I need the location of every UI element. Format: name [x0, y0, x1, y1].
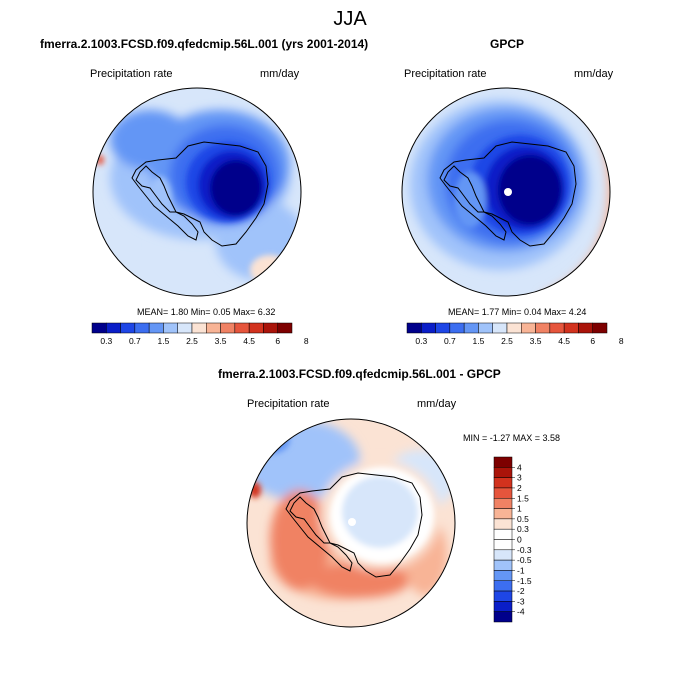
diff-colorbar-box	[493, 518, 513, 530]
diff-colorbar-tick-label: -0.3	[517, 545, 532, 555]
diff-stats: MIN = -1.27 MAX = 3.58	[463, 433, 561, 443]
diff-colorbar-tick-label: -3	[517, 596, 525, 606]
diff-colorbar-tick-label: -1	[517, 565, 525, 575]
model-colorbar-box	[134, 322, 150, 334]
model-colorbar-tick-label: 2.5	[186, 336, 198, 346]
diff-colorbar-tick-label: -4	[517, 607, 525, 617]
diff-colorbar-box	[493, 611, 513, 623]
model-colorbar-box	[206, 322, 221, 334]
obs-colorbar-tick-label: 6	[590, 336, 595, 346]
figure-title: JJA	[333, 8, 367, 30]
obs-colorbar-tick-label: 8	[619, 336, 624, 346]
diff-colorbar-box	[493, 467, 513, 478]
model-colorbar-box	[120, 322, 136, 334]
obs-stats: MEAN= 1.77 Min= 0.04 Max= 4.24	[448, 307, 587, 317]
diff-colorbar-box	[493, 498, 513, 509]
model-colorbar-box	[277, 322, 293, 334]
diff-colorbar-tick-label: 0.5	[517, 514, 529, 524]
obs-colorbar-box	[449, 322, 465, 334]
obs-colorbar-box	[563, 322, 579, 334]
model-colorbar-tick-label: 8	[304, 336, 309, 346]
model-stats: MEAN= 1.80 Min= 0.05 Max= 6.32	[137, 307, 276, 317]
model-colorbar-box	[177, 322, 193, 334]
diff-colorbar-tick-label: 4	[517, 462, 522, 472]
model-colorbar-box	[220, 322, 236, 334]
obs-panel-title: GPCP	[490, 37, 525, 51]
diff-colorbar-tick-label: 3	[517, 473, 522, 483]
obs-colorbar-tick-label: 0.7	[444, 336, 456, 346]
obs-colorbar-box	[492, 322, 508, 334]
diff-colorbar-box	[493, 477, 513, 489]
model-variable-label: Precipitation rate	[90, 68, 173, 80]
diff-colorbar-tick-label: -2	[517, 586, 525, 596]
model-colorbar-box	[148, 322, 164, 334]
obs-colorbar-box	[421, 322, 436, 334]
obs-colorbar-box	[435, 322, 451, 334]
diff-colorbar-tick-label: 0.3	[517, 524, 529, 534]
obs-colorbar-box	[463, 322, 479, 334]
diff-colorbar-tick-label: -0.5	[517, 555, 532, 565]
model-colorbar-tick-label: 3.5	[215, 336, 227, 346]
diff-variable-label: Precipitation rate	[247, 398, 330, 410]
obs-colorbar-tick-label: 1.5	[473, 336, 485, 346]
model-colorbar-tick-label: 0.7	[129, 336, 141, 346]
obs-colorbar-box	[578, 322, 593, 334]
obs-colorbar-box	[406, 322, 422, 334]
model-colorbar-box	[91, 322, 107, 334]
diff-colorbar-tick-label: 1	[517, 504, 522, 514]
diff-colorbar-box	[493, 508, 513, 520]
obs-map-border	[401, 87, 611, 297]
model-colorbar-box	[191, 322, 207, 334]
model-colorbar-box	[263, 322, 278, 334]
model-colorbar-box	[163, 322, 178, 334]
model-colorbar: 0.3 0.7 1.5 2.5 3.5 4.5 6 8	[91, 322, 309, 346]
obs-colorbar-box	[535, 322, 551, 334]
obs-colorbar: 0.3 0.7 1.5 2.5 3.5 4.5 6 8	[406, 322, 624, 346]
model-colorbar-tick-label: 1.5	[158, 336, 170, 346]
model-map-border	[92, 87, 302, 297]
obs-colorbar-box	[506, 322, 522, 334]
diff-colorbar-tick-label: -1.5	[517, 576, 532, 586]
diff-colorbar-box	[493, 601, 513, 612]
diff-colorbar-tick-label: 1.5	[517, 493, 529, 503]
diff-map-border	[246, 418, 456, 628]
diff-colorbar-box	[493, 559, 513, 571]
diff-colorbar-tick-label: 0	[517, 535, 522, 545]
obs-colorbar-box	[521, 322, 536, 334]
diff-colorbar-tick-label: 2	[517, 483, 522, 493]
obs-variable-label: Precipitation rate	[404, 68, 487, 80]
diff-colorbar-box	[493, 528, 513, 540]
obs-colorbar-tick-label: 2.5	[501, 336, 513, 346]
diff-panel-title: fmerra.2.1003.FCSD.f09.qfedcmip.56L.001 …	[218, 367, 501, 381]
obs-colorbar-tick-label: 4.5	[558, 336, 570, 346]
diff-polar-map	[247, 419, 455, 627]
obs-units-label: mm/day	[574, 68, 614, 80]
diff-colorbar-box	[493, 539, 513, 551]
obs-polar-map	[402, 88, 610, 296]
obs-colorbar-box	[549, 322, 565, 334]
diff-colorbar-box	[493, 487, 513, 499]
diff-colorbar-box	[493, 549, 513, 561]
obs-colorbar-box	[592, 322, 608, 334]
model-polar-map	[93, 88, 301, 296]
model-units-label: mm/day	[260, 68, 300, 80]
model-colorbar-box	[248, 322, 264, 334]
diff-colorbar-box	[493, 570, 513, 581]
model-colorbar-tick-label: 0.3	[100, 336, 112, 346]
model-colorbar-tick-label: 4.5	[243, 336, 255, 346]
diff-colorbar-box	[493, 590, 513, 602]
obs-colorbar-tick-label: 3.5	[530, 336, 542, 346]
obs-colorbar-box	[478, 322, 493, 334]
model-panel-title: fmerra.2.1003.FCSD.f09.qfedcmip.56L.001 …	[40, 37, 369, 51]
diff-colorbar-box	[493, 456, 513, 468]
model-colorbar-box	[234, 322, 250, 334]
diff-units-label: mm/day	[417, 398, 457, 410]
diff-colorbar-box	[493, 580, 513, 592]
model-colorbar-box	[106, 322, 121, 334]
obs-colorbar-tick-label: 0.3	[415, 336, 427, 346]
model-colorbar-tick-label: 6	[275, 336, 280, 346]
